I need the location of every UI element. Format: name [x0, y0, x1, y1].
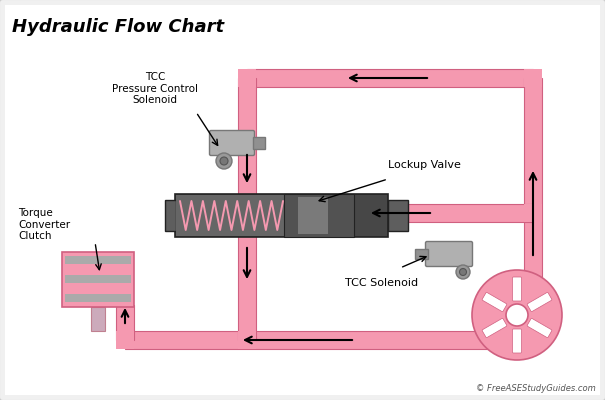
Bar [238, 78, 256, 340]
Bar [415, 249, 428, 259]
Bar [175, 194, 388, 237]
Text: Torque
Converter
Clutch: Torque Converter Clutch [18, 208, 70, 241]
FancyBboxPatch shape [482, 318, 507, 338]
Circle shape [506, 304, 528, 326]
Bar [238, 69, 256, 87]
FancyBboxPatch shape [209, 130, 255, 156]
Bar [91, 307, 105, 331]
Bar [524, 204, 542, 222]
FancyBboxPatch shape [527, 318, 552, 338]
Bar [247, 69, 533, 87]
Bar [65, 275, 131, 283]
Circle shape [460, 268, 466, 276]
Bar [65, 266, 131, 274]
Text: Oil
Pump: Oil Pump [503, 298, 531, 320]
Circle shape [456, 265, 470, 279]
Bar [165, 200, 176, 231]
FancyBboxPatch shape [482, 292, 507, 312]
Text: © FreeASEStudyGuides.com: © FreeASEStudyGuides.com [476, 384, 596, 393]
FancyBboxPatch shape [425, 242, 473, 266]
Text: Lockup Valve: Lockup Valve [388, 160, 461, 170]
FancyBboxPatch shape [512, 277, 522, 301]
Bar [62, 252, 134, 307]
Bar [388, 200, 408, 231]
Bar [253, 137, 265, 149]
Bar [524, 78, 542, 340]
Circle shape [216, 153, 232, 169]
Bar [284, 194, 354, 237]
Bar [238, 331, 256, 349]
Bar [524, 331, 542, 349]
Circle shape [472, 270, 562, 360]
Text: TCC Solenoid: TCC Solenoid [345, 278, 418, 288]
Text: TCC
Pressure Control
Solenoid: TCC Pressure Control Solenoid [112, 72, 198, 105]
Circle shape [220, 157, 228, 165]
Text: Hydraulic Flow Chart: Hydraulic Flow Chart [12, 18, 224, 36]
Bar [116, 305, 134, 340]
Bar [176, 195, 284, 236]
Bar [298, 197, 328, 234]
Bar [116, 331, 134, 349]
Bar [65, 294, 131, 302]
Bar [65, 284, 131, 292]
Bar [125, 331, 533, 349]
Bar [65, 256, 131, 264]
Bar [524, 69, 542, 87]
Bar [247, 204, 533, 222]
FancyBboxPatch shape [512, 329, 522, 353]
FancyBboxPatch shape [527, 292, 552, 312]
